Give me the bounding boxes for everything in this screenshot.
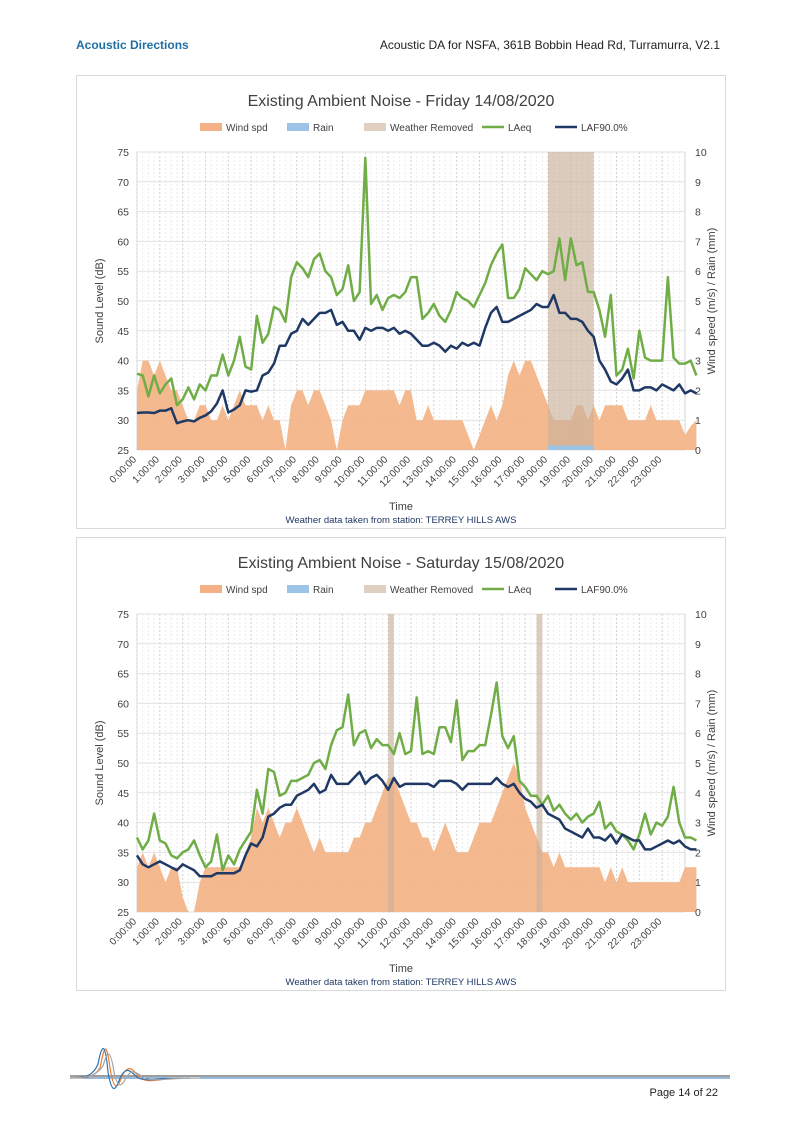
legend-rain-swatch: [287, 123, 309, 131]
y2-tick-label: 0: [695, 445, 701, 457]
weather-station-note: Weather data taken from station: TERREY …: [286, 977, 517, 988]
y2-tick-label: 5: [695, 296, 701, 308]
y2-tick-label: 7: [695, 236, 701, 248]
rain-bar: [548, 445, 594, 450]
y2-tick-label: 9: [695, 639, 701, 651]
y2-axis-title: Wind speed (m/s) / Rain (mm): [706, 690, 718, 837]
document-title: Acoustic DA for NSFA, 361B Bobbin Head R…: [379, 38, 720, 52]
y-tick-label: 45: [117, 788, 129, 800]
y2-tick-label: 3: [695, 356, 701, 368]
legend-wind-swatch: [200, 585, 222, 593]
chart-title: Existing Ambient Noise - Friday 14/08/20…: [248, 93, 555, 110]
y-tick-label: 30: [117, 415, 129, 427]
y2-tick-label: 0: [695, 907, 701, 919]
legend-laf90-label: LAF90.0%: [581, 123, 628, 134]
legend-laeq-label: LAeq: [508, 585, 531, 596]
y2-tick-label: 6: [695, 728, 701, 740]
legend-wind-swatch: [200, 123, 222, 131]
legend-rain-label: Rain: [313, 123, 334, 134]
y-tick-label: 40: [117, 356, 129, 368]
legend-rain-label: Rain: [313, 585, 334, 596]
y2-tick-label: 2: [695, 847, 701, 859]
y-tick-label: 35: [117, 385, 129, 397]
wind-speed-area: [137, 763, 697, 912]
laeq-line: [135, 681, 697, 872]
legend-laf90-label: LAF90.0%: [581, 585, 628, 596]
legend-rain-swatch: [287, 585, 309, 593]
y-tick-label: 60: [117, 236, 129, 248]
y-tick-label: 35: [117, 847, 129, 859]
y2-tick-label: 7: [695, 698, 701, 710]
legend-wind-label: Wind spd: [226, 123, 268, 134]
y-tick-label: 75: [117, 609, 129, 621]
wave-logo: [69, 1038, 730, 1103]
legend-wind-label: Wind spd: [226, 585, 268, 596]
y-tick-label: 25: [117, 907, 129, 919]
legend-removed-swatch: [364, 123, 386, 131]
page-number: Page 14 of 22: [649, 1087, 718, 1099]
y2-tick-label: 4: [695, 326, 701, 338]
y-tick-label: 40: [117, 818, 129, 830]
y-tick-label: 75: [117, 147, 129, 159]
y-tick-label: 55: [117, 728, 129, 740]
company-name: Acoustic Directions: [76, 38, 189, 52]
y2-axis-title: Wind speed (m/s) / Rain (mm): [706, 228, 718, 375]
weather-removed-band: [536, 614, 543, 912]
y2-tick-label: 8: [695, 207, 701, 219]
x-axis-title: Time: [389, 963, 413, 975]
y2-tick-label: 1: [695, 877, 701, 889]
y-tick-label: 65: [117, 207, 129, 219]
y-tick-label: 60: [117, 698, 129, 710]
y-tick-label: 65: [117, 669, 129, 681]
chart-panel-saturday: Existing Ambient Noise - Saturday 15/08/…: [76, 537, 726, 991]
y-tick-label: 70: [117, 639, 129, 651]
y2-tick-label: 9: [695, 177, 701, 189]
y2-tick-label: 5: [695, 758, 701, 770]
legend-laeq-label: LAeq: [508, 123, 531, 134]
y-axis-title: Sound Level (dB): [94, 721, 106, 806]
chart-friday: Existing Ambient Noise - Friday 14/08/20…: [94, 93, 718, 526]
waveform-icon: [69, 1047, 730, 1090]
weather-station-note: Weather data taken from station: TERREY …: [286, 515, 517, 526]
y2-tick-label: 8: [695, 669, 701, 681]
y2-tick-label: 10: [695, 147, 707, 159]
y-tick-label: 55: [117, 266, 129, 278]
y-tick-label: 45: [117, 326, 129, 338]
legend-removed-label: Weather Removed: [390, 585, 473, 596]
y2-tick-label: 3: [695, 818, 701, 830]
y-tick-label: 50: [117, 758, 129, 770]
y-tick-label: 70: [117, 177, 129, 189]
x-axis-title: Time: [389, 501, 413, 513]
y2-tick-label: 1: [695, 415, 701, 427]
y2-tick-label: 6: [695, 266, 701, 278]
y-tick-label: 30: [117, 877, 129, 889]
y-tick-label: 50: [117, 296, 129, 308]
laf90-line: [135, 770, 697, 878]
laeq-line: [136, 156, 698, 407]
chart-title: Existing Ambient Noise - Saturday 15/08/…: [238, 555, 565, 572]
chart-panel-friday: Existing Ambient Noise - Friday 14/08/20…: [76, 75, 726, 529]
y2-tick-label: 4: [695, 788, 701, 800]
y-tick-label: 25: [117, 445, 129, 457]
weather-removed-band: [388, 614, 394, 912]
y-axis-title: Sound Level (dB): [94, 259, 106, 344]
laf90-line: [136, 293, 697, 425]
chart-saturday: Existing Ambient Noise - Saturday 15/08/…: [94, 555, 718, 988]
y2-tick-label: 2: [695, 385, 701, 397]
legend-removed-label: Weather Removed: [390, 123, 473, 134]
y2-tick-label: 10: [695, 609, 707, 621]
legend-removed-swatch: [364, 585, 386, 593]
